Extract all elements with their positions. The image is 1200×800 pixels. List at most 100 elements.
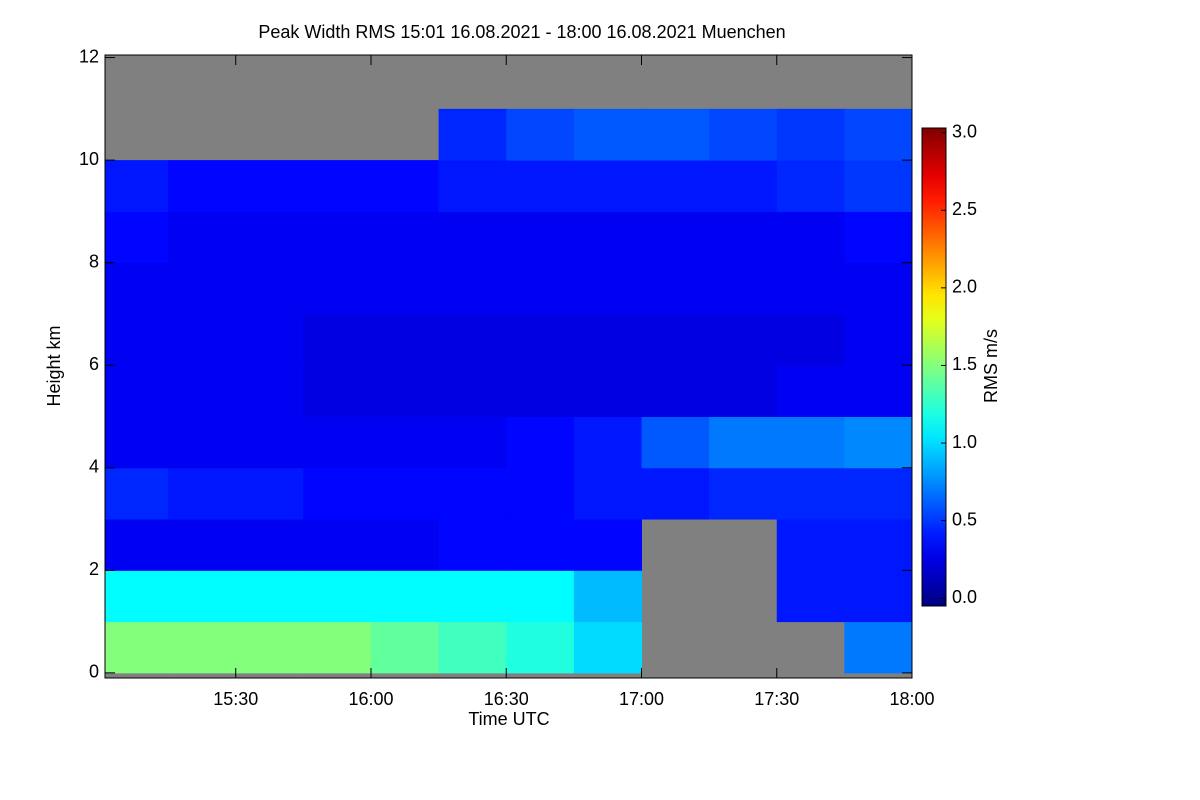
heatmap-cell — [844, 211, 912, 264]
heatmap-cell — [370, 570, 440, 623]
heatmap-cell — [168, 160, 237, 212]
heatmap-cell — [709, 313, 778, 366]
heatmap-cell — [776, 262, 845, 315]
heatmap-cell — [844, 467, 912, 520]
heatmap-cell — [370, 416, 440, 469]
heatmap-cell — [844, 262, 912, 315]
y-tick-label: 4 — [89, 457, 99, 477]
heatmap-cell — [303, 416, 372, 469]
heatmap-cell — [235, 160, 304, 212]
heatmap-cell — [438, 519, 507, 571]
colorbar-label: RMS m/s — [981, 329, 1001, 403]
y-tick-label: 8 — [89, 251, 99, 271]
heatmap-cell — [506, 621, 575, 674]
heatmap-cell — [709, 365, 778, 417]
heatmap-cell — [168, 262, 237, 315]
colorbar-tick-label: 0.5 — [952, 509, 977, 529]
heatmap — [105, 108, 912, 674]
heatmap-cell — [506, 365, 575, 417]
colorbar — [921, 127, 947, 607]
colorbar-tick-label: 2.5 — [952, 199, 977, 219]
heatmap-cell — [105, 313, 169, 366]
heatmap-cell — [370, 211, 440, 264]
colorbar-tick-label: 2.0 — [952, 277, 977, 297]
heatmap-cell — [641, 467, 710, 520]
heatmap-cell — [573, 519, 642, 571]
heatmap-cell — [506, 570, 575, 623]
heatmap-cell — [776, 211, 845, 264]
y-tick-label: 10 — [79, 149, 99, 169]
heatmap-cell — [573, 262, 642, 315]
heatmap-cell — [844, 416, 912, 469]
heatmap-cell — [303, 313, 372, 366]
heatmap-cell — [573, 467, 642, 520]
heatmap-cell — [235, 416, 304, 469]
heatmap-cell — [370, 519, 440, 571]
heatmap-cell — [641, 416, 710, 469]
heatmap-cell — [235, 570, 304, 623]
x-tick-label: 18:00 — [889, 689, 934, 709]
heatmap-cell — [105, 519, 169, 571]
heatmap-cell — [573, 416, 642, 469]
x-tick-label: 17:30 — [754, 689, 799, 709]
x-tick-label: 16:00 — [348, 689, 393, 709]
heatmap-cell — [105, 160, 169, 212]
heatmap-cell — [573, 621, 642, 674]
heatmap-cell — [235, 621, 304, 674]
heatmap-cell — [303, 160, 372, 212]
heatmap-cell — [776, 313, 845, 366]
heatmap-cell — [506, 467, 575, 520]
heatmap-cell — [641, 211, 710, 264]
heatmap-cell — [105, 211, 169, 264]
x-tick-label: 16:30 — [484, 689, 529, 709]
heatmap-cell — [235, 519, 304, 571]
plot-frame — [104, 54, 913, 679]
heatmap-cell — [844, 313, 912, 366]
y-axis-label: Height km — [44, 325, 64, 406]
heatmap-cell — [303, 211, 372, 264]
heatmap-cell — [506, 416, 575, 469]
y-tick-label: 6 — [89, 354, 99, 374]
heatmap-cell — [641, 108, 710, 161]
heatmap-cell — [506, 313, 575, 366]
heatmap-cell — [506, 160, 575, 212]
heatmap-cell — [438, 365, 507, 417]
heatmap-cell — [303, 621, 372, 674]
x-axis-label: Time UTC — [468, 709, 549, 729]
x-tick-label: 15:30 — [213, 689, 258, 709]
heatmap-cell — [235, 211, 304, 264]
heatmap-cell — [168, 621, 237, 674]
heatmap-cell — [641, 313, 710, 366]
heatmap-cell — [776, 108, 845, 161]
heatmap-cell — [573, 211, 642, 264]
heatmap-cell — [168, 416, 237, 469]
heatmap-cell — [641, 160, 710, 212]
heatmap-cell — [506, 211, 575, 264]
heatmap-cell — [370, 621, 440, 674]
heatmap-cell — [776, 570, 845, 623]
heatmap-cell — [776, 365, 845, 417]
heatmap-cell — [776, 519, 845, 571]
heatmap-cell — [105, 621, 169, 674]
chart-title: Peak Width RMS 15:01 16.08.2021 - 18:00 … — [258, 22, 785, 42]
heatmap-cell — [105, 365, 169, 417]
colorbar-tick-label: 1.5 — [952, 354, 977, 374]
y-tick-label: 12 — [79, 46, 99, 66]
heatmap-cell — [370, 160, 440, 212]
heatmap-cell — [641, 365, 710, 417]
heatmap-cell — [303, 365, 372, 417]
heatmap-cell — [709, 467, 778, 520]
heatmap-cell — [105, 416, 169, 469]
heatmap-cell — [844, 519, 912, 571]
heatmap-cell — [370, 262, 440, 315]
heatmap-cell — [709, 108, 778, 161]
heatmap-cell — [573, 365, 642, 417]
heatmap-cell — [235, 467, 304, 520]
heatmap-cell — [844, 365, 912, 417]
heatmap-cell — [168, 313, 237, 366]
heatmap-cell — [438, 313, 507, 366]
heatmap-cell — [438, 108, 507, 161]
heatmap-cell — [235, 365, 304, 417]
heatmap-cell — [105, 467, 169, 520]
